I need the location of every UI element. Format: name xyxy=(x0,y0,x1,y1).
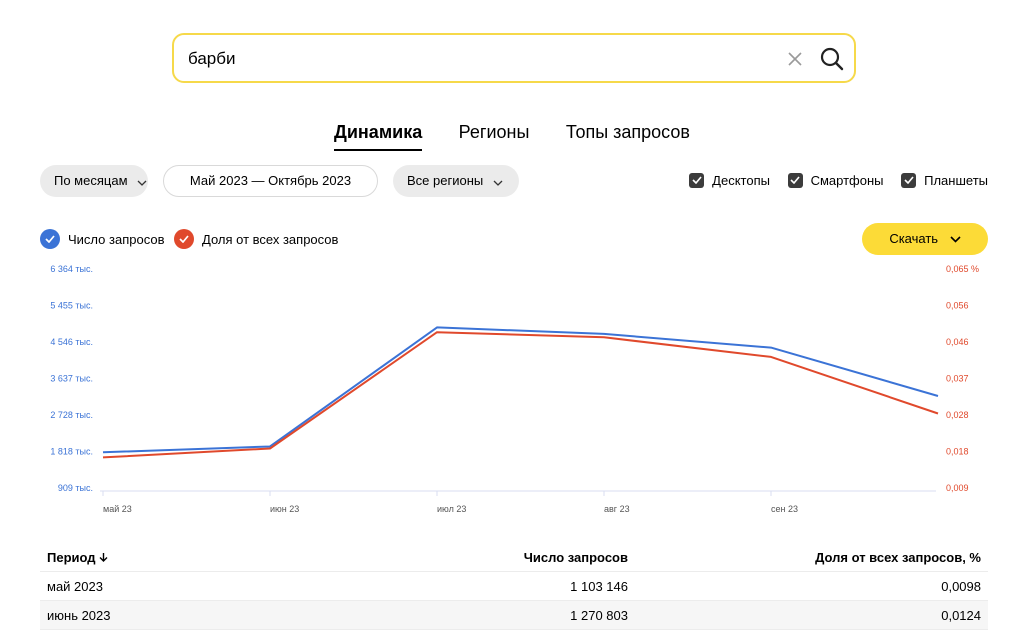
header-period[interactable]: Период xyxy=(47,543,108,572)
table-row: июнь 2023 1 270 803 0,0124 xyxy=(40,601,988,630)
table-row: май 2023 1 103 146 0,0098 xyxy=(40,572,988,601)
legend-requests[interactable]: Число запросов xyxy=(40,228,164,250)
y-left-tick-label: 1 818 тыс. xyxy=(50,447,93,457)
chevron-down-icon xyxy=(950,236,961,243)
y-left-tick-label: 2 728 тыс. xyxy=(50,410,93,420)
y-right-tick-label: 0,046 xyxy=(946,337,969,347)
search-input[interactable] xyxy=(188,48,748,70)
grouping-select[interactable]: По месяцам xyxy=(40,165,148,197)
y-left-tick-label: 6 364 тыс. xyxy=(50,264,93,274)
y-left-tick-label: 909 тыс. xyxy=(58,483,93,493)
x-tick-label: июн 23 xyxy=(270,504,299,514)
tab-regions[interactable]: Регионы xyxy=(458,122,530,142)
y-right-tick-label: 0,056 xyxy=(946,301,969,311)
y-left-tick-label: 5 455 тыс. xyxy=(50,301,93,311)
clear-icon[interactable] xyxy=(784,48,806,70)
table-header: Период Число запросов Доля от всех запро… xyxy=(40,543,988,572)
x-tick-label: июл 23 xyxy=(437,504,466,514)
region-label: Все регионы xyxy=(407,173,484,188)
checkbox-desktops[interactable]: Десктопы xyxy=(689,172,770,188)
download-button[interactable]: Скачать xyxy=(862,223,988,255)
legend-label: Число запросов xyxy=(68,231,165,247)
stats-table: Период Число запросов Доля от всех запро… xyxy=(40,543,988,630)
y-right-tick-label: 0,018 xyxy=(946,447,969,457)
y-right-tick-label: 0,065 % xyxy=(946,264,979,274)
download-label: Скачать xyxy=(889,231,939,246)
header-requests[interactable]: Число запросов xyxy=(523,550,628,565)
arrow-down-icon xyxy=(99,553,108,562)
series-line-requests xyxy=(102,326,939,454)
grouping-label: По месяцам xyxy=(54,173,128,188)
cell-requests: 1 103 146 xyxy=(570,579,628,594)
header-share[interactable]: Доля от всех запросов, % xyxy=(815,550,981,565)
date-range-label: Май 2023 — Октябрь 2023 xyxy=(189,173,352,188)
check-icon xyxy=(901,172,917,188)
search-icon[interactable] xyxy=(819,46,845,72)
check-icon xyxy=(40,229,60,249)
cell-period: июнь 2023 xyxy=(47,608,111,623)
y-right-tick-label: 0,037 xyxy=(946,374,969,384)
checkbox-label: Смартфоны xyxy=(810,172,884,188)
y-right-tick-label: 0,009 xyxy=(946,483,969,493)
tab-top-queries[interactable]: Топы запросов xyxy=(565,122,690,142)
x-tick-label: сен 23 xyxy=(771,504,798,514)
cell-share: 0,0098 xyxy=(941,579,981,594)
tab-dynamics[interactable]: Динамика xyxy=(334,122,423,151)
dynamics-chart: 6 364 тыс. 5 455 тыс. 4 546 тыс. 3 637 тыс.… xyxy=(50,264,979,514)
checkbox-tablets[interactable]: Планшеты xyxy=(901,172,988,188)
checkbox-label: Планшеты xyxy=(924,172,988,188)
x-tick-label: авг 23 xyxy=(604,504,630,514)
legend-label: Доля от всех запросов xyxy=(202,231,339,247)
cell-period: май 2023 xyxy=(47,579,103,594)
device-checkboxes: Десктопы Смартфоны Планшеты xyxy=(675,172,988,190)
check-icon xyxy=(174,229,194,249)
region-select[interactable]: Все регионы xyxy=(393,165,519,197)
checkbox-smartphones[interactable]: Смартфоны xyxy=(787,172,884,188)
chevron-down-icon xyxy=(493,166,503,198)
view-tabs: Динамика Регионы Топы запросов xyxy=(0,122,1024,152)
cell-requests: 1 270 803 xyxy=(570,608,628,623)
date-range-picker[interactable]: Май 2023 — Октябрь 2023 xyxy=(163,165,378,197)
y-left-tick-label: 4 546 тыс. xyxy=(50,337,93,347)
chevron-down-icon xyxy=(137,166,147,198)
checkbox-label: Десктопы xyxy=(712,172,770,188)
legend-share[interactable]: Доля от всех запросов xyxy=(174,228,338,250)
check-icon xyxy=(787,172,803,188)
series-line-share xyxy=(102,331,939,459)
y-left-tick-label: 3 637 тыс. xyxy=(50,374,93,384)
cell-share: 0,0124 xyxy=(941,608,981,623)
x-tick-label: май 23 xyxy=(103,504,132,514)
search-box xyxy=(172,33,856,83)
check-icon xyxy=(689,172,705,188)
y-right-tick-label: 0,028 xyxy=(946,410,969,420)
